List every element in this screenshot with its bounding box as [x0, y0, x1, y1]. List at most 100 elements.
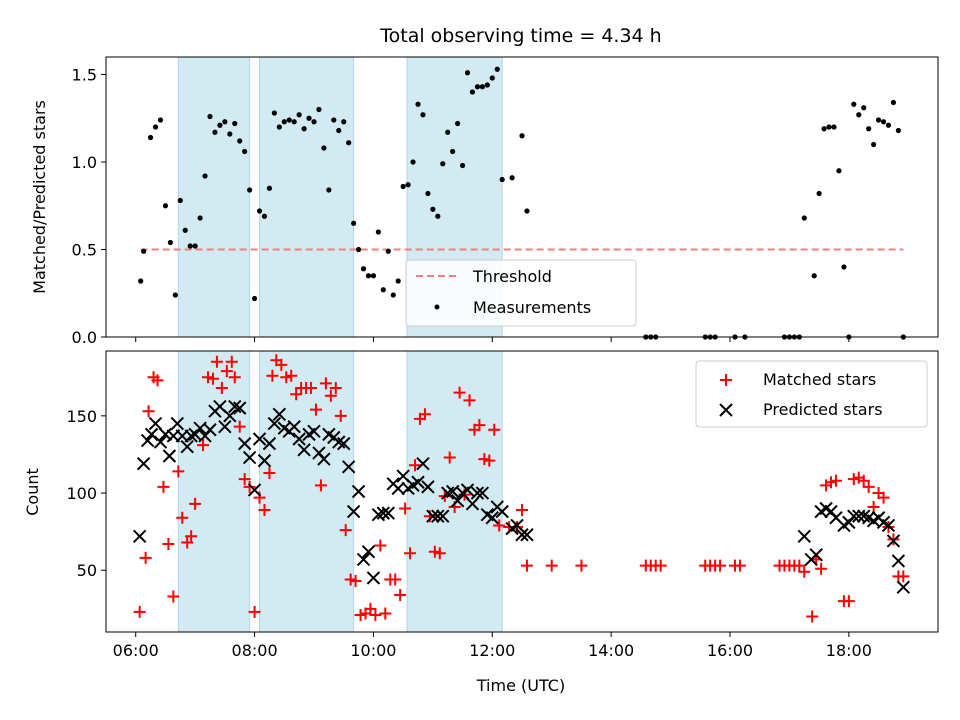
matched-star-point: [714, 559, 727, 572]
measurement-point: [336, 127, 342, 134]
measurement-point: [459, 162, 466, 169]
predicted-star-point: [132, 529, 147, 543]
measurement-point: [291, 119, 297, 125]
predicted-star-point: [262, 436, 277, 451]
shaded-interval: [259, 350, 355, 633]
matched-stars-points: [133, 354, 910, 623]
ratio-legend-box: [405, 259, 637, 327]
matched-star-point: [654, 559, 667, 572]
y-tick-label: 100: [66, 484, 97, 503]
measurement-point: [836, 168, 842, 174]
y-tick-label: 1.0: [72, 153, 97, 172]
measurement-point: [346, 140, 352, 146]
measurement-point: [365, 273, 372, 279]
measurement-point: [420, 112, 426, 118]
predicted-star-point: [252, 432, 267, 446]
matched-star-point: [263, 466, 276, 479]
matched-star-point: [409, 459, 422, 472]
matched-star-point: [197, 439, 210, 452]
predicted-star-point: [376, 506, 391, 520]
matched-star-point: [309, 403, 322, 416]
measurement-point: [227, 131, 233, 137]
predicted-star-point: [237, 436, 252, 451]
measurement-point: [415, 101, 421, 107]
measurement-point: [187, 243, 193, 249]
measurement-point: [519, 133, 525, 139]
measurement-point: [390, 292, 396, 298]
predicted-star-point: [411, 475, 425, 489]
predicted-star-point: [346, 504, 361, 519]
ratio-y-axis-label: Matched/Predicted stars: [30, 100, 49, 294]
matched-star-point: [488, 423, 501, 436]
measurement-point: [440, 161, 446, 167]
predicted-star-point: [297, 443, 311, 457]
matched-star-point: [185, 530, 198, 543]
predicted-star-point: [292, 432, 306, 446]
measurement-point: [801, 215, 807, 221]
measurement-point: [182, 227, 188, 233]
measurement-point: [192, 243, 198, 249]
predicted-star-point: [162, 449, 177, 463]
predicted-star-point: [450, 494, 465, 508]
measurement-point: [435, 213, 441, 219]
matched-star-point: [285, 369, 298, 382]
measurement-point: [489, 75, 495, 81]
predicted-star-point: [460, 483, 475, 497]
measurement-point: [167, 239, 173, 246]
measurement-point: [499, 176, 505, 183]
matched-star-point: [176, 511, 189, 524]
measurement-point: [866, 126, 872, 132]
x-axis-label: Time (UTC): [476, 676, 565, 695]
matched-star-point: [369, 609, 382, 622]
measurement-point: [202, 173, 208, 179]
matched-star-point: [324, 389, 337, 402]
measurement-point: [296, 112, 302, 118]
measurement-point: [212, 129, 218, 135]
matched-star-point: [815, 562, 828, 575]
measurement-point: [242, 148, 248, 155]
matched-star-point: [483, 454, 496, 467]
predicted-star-point: [416, 457, 430, 471]
predicted-star-point: [247, 483, 262, 497]
predicted-star-point: [257, 453, 272, 468]
measurement-point: [890, 99, 897, 106]
predicted-star-point: [475, 486, 490, 500]
matched-star-point: [575, 559, 588, 572]
matched-star-point: [258, 504, 271, 517]
matched-star-point: [829, 474, 842, 487]
count-legend: Matched stars Predicted stars: [695, 360, 928, 428]
measurement-point: [469, 89, 476, 95]
measurement-point: [276, 124, 282, 130]
measurement-point: [222, 119, 228, 125]
predicted-star-point: [886, 534, 901, 548]
legend-measurements-label: Measurements: [473, 298, 591, 317]
legend-matched-label: Matched stars: [763, 370, 876, 389]
measurement-point: [524, 208, 530, 214]
measurement-point: [271, 110, 277, 116]
predicted-star-point: [136, 457, 151, 471]
chart-title: Total observing time = 4.34 h: [379, 25, 661, 47]
measurement-point: [430, 206, 436, 212]
predicted-star-point: [341, 460, 356, 474]
matched-star-point: [364, 602, 377, 615]
matched-star-point: [374, 539, 387, 552]
measurement-point: [880, 119, 887, 125]
predicted-star-point: [317, 452, 331, 466]
matched-star-point: [172, 465, 185, 478]
matched-star-point: [349, 575, 362, 588]
measurement-point: [826, 124, 832, 130]
predicted-star-point: [223, 409, 237, 423]
matched-star-point: [243, 480, 256, 493]
predicted-star-point: [441, 486, 455, 500]
matched-star-point: [305, 382, 318, 395]
predicted-star-point: [148, 416, 163, 431]
matched-star-point: [210, 355, 223, 368]
matched-star-point: [206, 372, 219, 385]
measurement-point: [321, 145, 327, 151]
matched-star-point: [215, 382, 228, 395]
predicted-star-point: [203, 423, 217, 437]
measurement-point: [816, 190, 822, 197]
predicted-star-point: [391, 481, 405, 496]
x-tick-label: 14:00: [588, 641, 634, 660]
